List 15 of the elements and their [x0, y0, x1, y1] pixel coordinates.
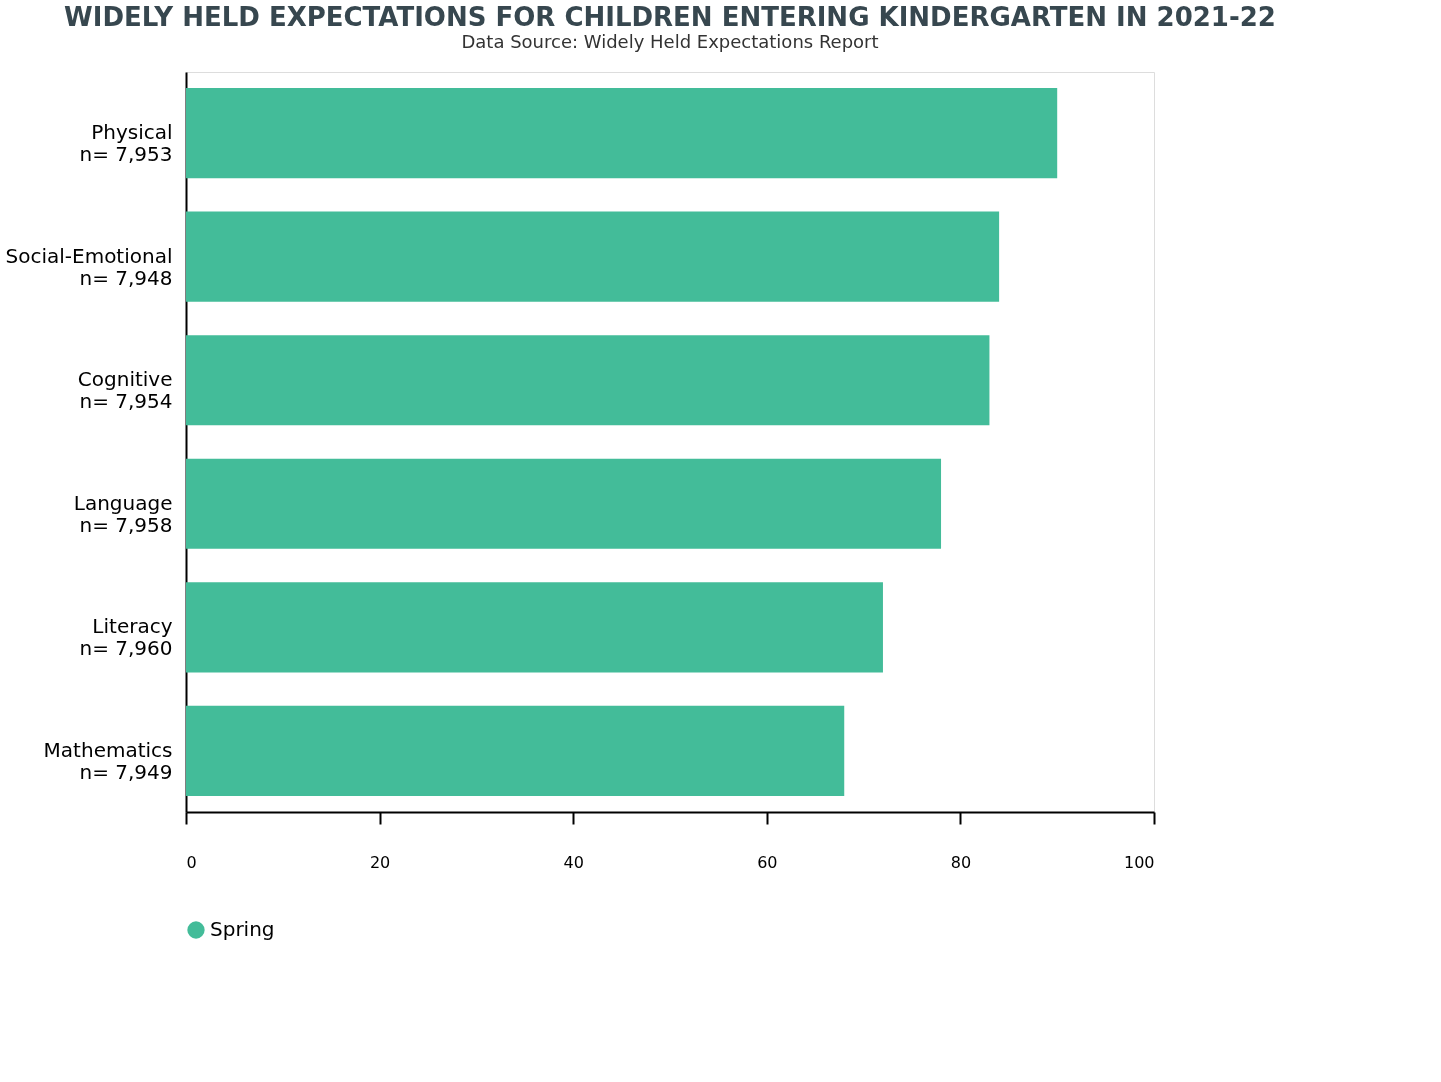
y-tick-label: Literacy n= 7,960	[79, 614, 173, 661]
y-tick-label: Social-Emotional n= 7,948	[5, 243, 173, 290]
x-tick-label: 20	[369, 852, 391, 872]
x-tick-label: 0	[186, 852, 197, 872]
chart-title: WIDELY HELD EXPECTATIONS FOR CHILDREN ENTERING KINDERGARTEN IN 2021-22	[64, 2, 1276, 32]
x-tick-label: 80	[950, 852, 972, 872]
y-tick-label: Physical n= 7,953	[79, 120, 173, 167]
source-note: Data Source: Widely Held Expectations Report	[461, 31, 879, 52]
y-tick-label: Mathematics n= 7,949	[43, 737, 173, 784]
y-tick-label: Cognitive n= 7,954	[77, 367, 173, 414]
legend-label: Spring	[210, 917, 275, 941]
x-tick-label: 40	[563, 852, 584, 872]
x-tick-label: 60	[757, 852, 778, 872]
y-tick-label: Language n= 7,958	[73, 490, 173, 537]
x-tick-label: 100	[1123, 852, 1155, 872]
